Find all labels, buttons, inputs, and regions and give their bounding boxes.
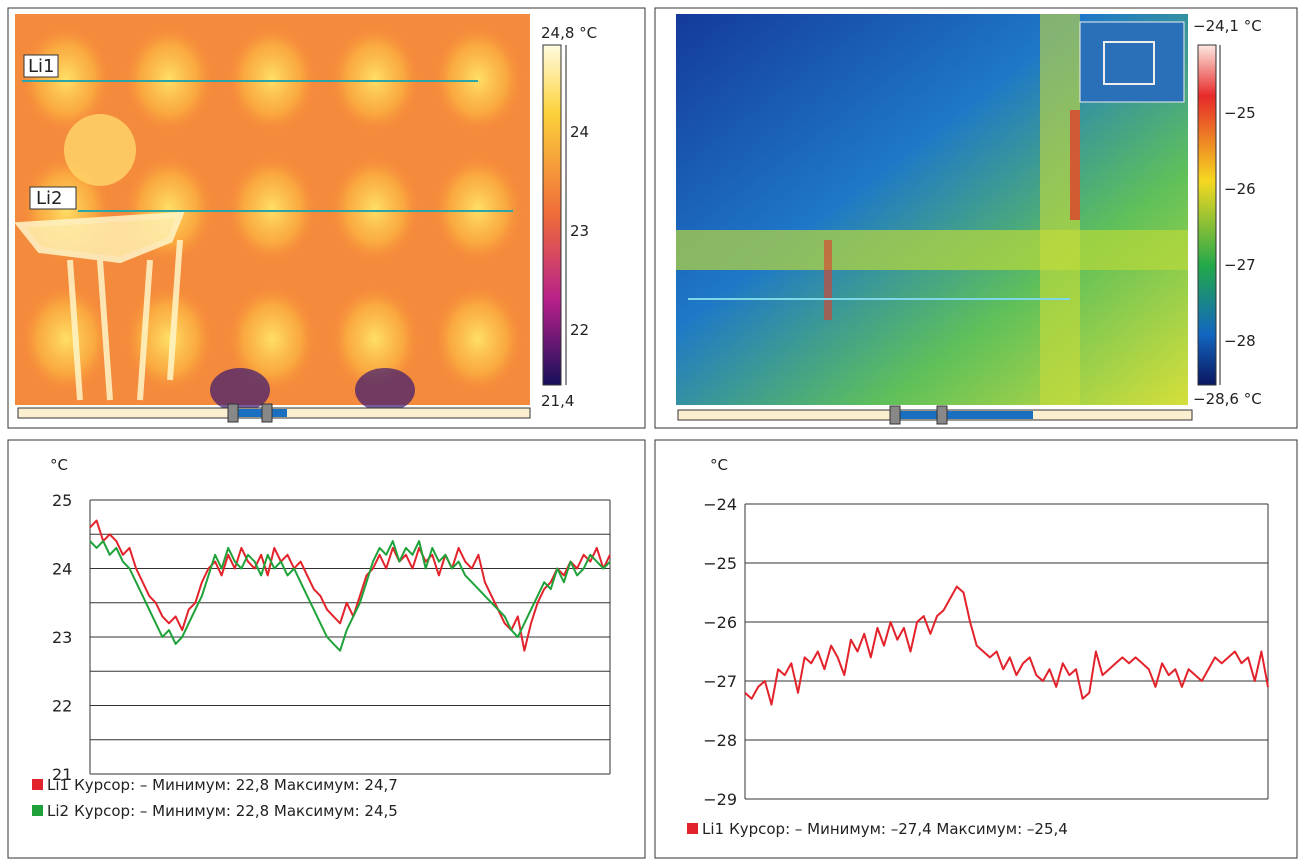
scale-tick: 22 [570,321,589,339]
axis-unit: °C [50,456,68,474]
legend-stats: Курсор: – Минимум: –27,4 Максимум: –25,4 [729,820,1068,838]
legend-swatch [687,823,698,834]
scale-tick: 24 [570,123,589,141]
y-tick-label: 22 [52,697,72,716]
scale-tick: 23 [570,222,589,240]
series-line [89,540,611,652]
scale-min: 21,4 [541,392,574,410]
y-tick-label: −28 [703,731,737,750]
y-tick-label: 25 [52,491,72,510]
scale-tick: −25 [1224,104,1256,122]
line-label: Li1 [28,56,54,77]
cold-spot [355,368,415,412]
y-tick-label: −27 [703,672,737,691]
legend-name: Li1 [702,820,724,838]
inset-frame [1103,41,1155,85]
legend-swatch [32,805,43,816]
hot-plant [14,211,185,401]
inset [1079,21,1185,103]
cold-spot [210,368,270,412]
scale-max: −24,1 °C [1193,17,1262,35]
y-tick-label: 21 [52,765,72,784]
scroll-range [235,409,287,417]
legend-stats: Курсор: – Минимум: 22,8 Максимум: 24,5 [74,802,398,820]
line-tag [23,54,59,78]
slider[interactable] [936,405,948,425]
scroll-range [895,411,1033,419]
scale-tick: −26 [1224,180,1256,198]
panel [7,439,646,859]
legend-name: Li2 [47,802,69,820]
hot-strip [1070,110,1080,220]
y-tick-label: −26 [703,613,737,632]
series-line [744,585,1269,706]
scale-max: 24,8 °C [541,24,597,42]
legend-swatch [32,779,43,790]
y-tick-label: −24 [703,495,737,514]
scale-min: −28,6 °C [1193,390,1262,408]
axis-unit: °C [710,456,728,474]
thermogram-2: −24,1 °C −25 −26 −27 −28 −28,6 °C [654,7,1298,429]
y-tick-label: −29 [703,790,737,809]
color-scale [542,44,562,386]
series-line [89,519,611,652]
thermal-image [15,14,530,405]
slider[interactable] [261,403,273,423]
hot-spot [64,114,136,186]
y-tick-label: 24 [52,560,72,579]
panel [654,439,1298,859]
slider[interactable] [889,405,901,425]
scale-tick: −28 [1224,332,1256,350]
legend-stats: Курсор: – Минимум: 22,8 Максимум: 24,7 [74,776,398,794]
hot-strip [824,240,832,320]
color-scale [1197,44,1217,386]
y-tick-label: −25 [703,554,737,573]
y-tick-label: 23 [52,628,72,647]
scale-tick: −27 [1224,256,1256,274]
warm-band [676,230,1188,270]
line-label: Li2 [36,188,62,209]
legend-name: Li1 [47,776,69,794]
line-tag [29,186,77,210]
thermogram-1: Li1 Li2 24,8 °C 24 23 22 21,4 [7,7,646,429]
slider[interactable] [227,403,239,423]
